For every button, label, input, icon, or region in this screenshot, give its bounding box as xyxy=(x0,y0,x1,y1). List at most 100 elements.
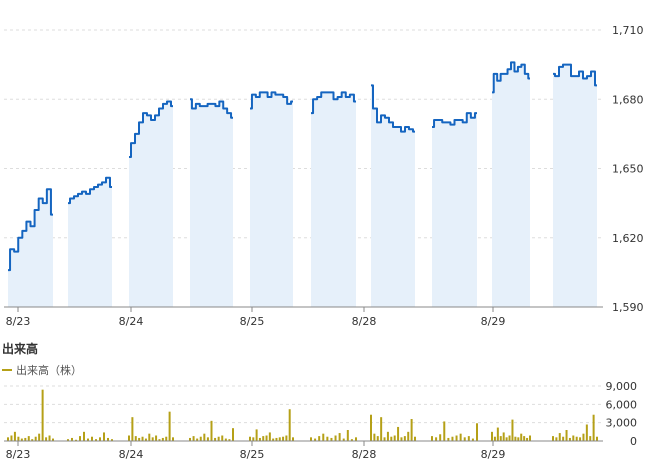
volume-bar xyxy=(596,436,598,441)
volume-bar xyxy=(272,438,275,441)
volume-bar xyxy=(255,429,258,441)
volume-bar xyxy=(79,436,81,441)
volume-bar xyxy=(511,419,514,441)
volume-bar xyxy=(292,437,294,441)
volume-bar xyxy=(520,433,523,441)
volume-bar xyxy=(13,431,16,441)
price-line-session xyxy=(129,100,173,158)
volume-bar xyxy=(282,436,285,441)
price-y-tick-label: 1,650 xyxy=(612,163,644,176)
volume-bar xyxy=(224,438,227,441)
volume-bar xyxy=(397,426,400,441)
volume-bar xyxy=(228,439,231,441)
volume-bar xyxy=(592,414,595,441)
volume-bar xyxy=(10,435,13,441)
volume-bar xyxy=(265,435,268,441)
volume-bar xyxy=(155,435,158,441)
volume-bar xyxy=(262,436,265,441)
volume-bar xyxy=(310,437,312,441)
volume-bar xyxy=(529,435,531,441)
volume-x-tick-label: 8/25 xyxy=(240,448,265,461)
volume-bar xyxy=(350,439,353,441)
price-line-session xyxy=(311,91,356,115)
volume-bar xyxy=(67,439,69,441)
price-x-tick-label: 8/29 xyxy=(481,315,506,328)
volume-x-tick-label: 8/28 xyxy=(352,448,377,461)
price-y-tick-label: 1,680 xyxy=(612,93,644,106)
volume-bar xyxy=(192,436,195,441)
volume-bar xyxy=(107,437,109,441)
volume-bar xyxy=(330,437,333,441)
volume-bar xyxy=(589,436,592,441)
volume-bar xyxy=(355,437,357,441)
volume-bar xyxy=(383,437,386,441)
volume-bar xyxy=(24,437,27,441)
volume-bar xyxy=(134,436,137,441)
volume-bar xyxy=(491,431,493,441)
volume-bar xyxy=(370,414,372,441)
volume-bar xyxy=(252,437,255,441)
volume-bar xyxy=(31,439,34,441)
volume-bar xyxy=(393,435,396,441)
volume-bar xyxy=(338,433,341,441)
volume-bar xyxy=(285,435,288,441)
price-area-session xyxy=(492,62,530,307)
volume-bar xyxy=(471,438,474,441)
volume-bar xyxy=(508,435,511,441)
volume-bar xyxy=(562,436,565,441)
volume-bar xyxy=(455,435,458,441)
price-x-tick-label: 8/24 xyxy=(119,315,144,328)
volume-bar xyxy=(214,437,217,441)
volume-bar xyxy=(407,431,410,441)
volume-bar xyxy=(476,423,478,441)
price-area-session xyxy=(190,99,233,307)
volume-bar xyxy=(582,433,585,441)
volume-bar xyxy=(158,439,161,441)
volume-bar xyxy=(206,437,209,441)
price-line-session xyxy=(68,176,112,205)
volume-y-tick-label: 9,000 xyxy=(606,380,638,393)
volume-bar xyxy=(103,432,105,441)
volume-x-tick-label: 8/29 xyxy=(481,448,506,461)
volume-bar xyxy=(558,433,561,441)
price-area-session xyxy=(68,177,112,307)
volume-bar xyxy=(467,436,470,441)
volume-bar xyxy=(7,437,9,441)
price-line-session xyxy=(190,98,233,119)
volume-bar xyxy=(386,431,389,441)
volume-bar xyxy=(568,437,571,441)
volume-bar xyxy=(27,436,30,441)
price-area-session xyxy=(250,92,293,307)
volume-bar xyxy=(526,437,529,441)
volume-bar xyxy=(552,436,554,441)
volume-bar xyxy=(275,437,278,441)
volume-bar xyxy=(221,435,224,441)
volume-x-tick-label: 8/23 xyxy=(6,448,31,461)
volume-bar xyxy=(141,436,144,441)
volume-bar xyxy=(95,439,97,441)
volume-bar xyxy=(314,438,317,441)
volume-bar xyxy=(168,411,171,441)
volume-bar xyxy=(48,435,51,441)
volume-bar xyxy=(268,432,271,441)
volume-bar xyxy=(151,437,154,441)
volume-legend: 出来高（株） xyxy=(2,362,82,378)
volume-bar xyxy=(376,436,379,441)
price-line-session xyxy=(250,91,293,110)
volume-bar xyxy=(517,437,520,441)
volume-bar xyxy=(579,437,582,441)
volume-bar xyxy=(17,436,20,441)
price-x-tick-label: 8/28 xyxy=(352,315,377,328)
volume-bar xyxy=(390,436,393,441)
price-area-session xyxy=(371,85,415,308)
volume-bar xyxy=(514,436,517,441)
volume-bar xyxy=(249,436,251,441)
volume-y-tick-label: 0 xyxy=(630,435,637,448)
volume-bar xyxy=(499,436,502,441)
volume-bar xyxy=(278,437,281,441)
volume-bar xyxy=(34,436,37,441)
volume-bar xyxy=(165,436,168,441)
price-area-session xyxy=(129,101,173,307)
price-area-session xyxy=(8,189,53,307)
volume-bar xyxy=(99,437,101,441)
